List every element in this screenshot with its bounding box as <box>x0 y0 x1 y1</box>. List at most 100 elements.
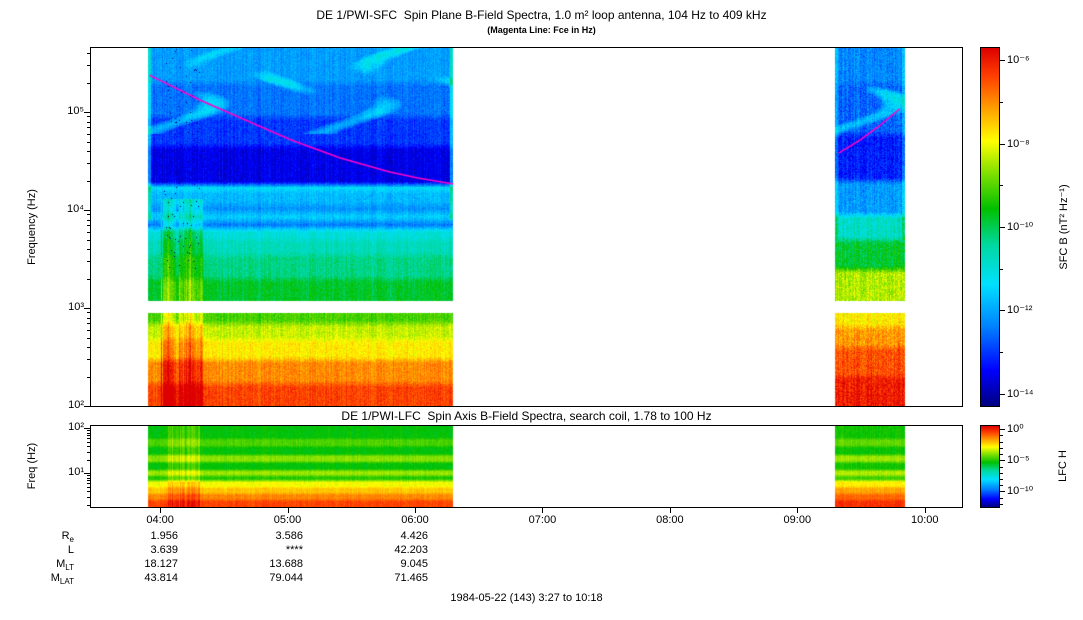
colorbar-tick-mark <box>1000 485 1003 486</box>
x-tick-mark <box>288 508 289 513</box>
ephemeris-value: 3.639 <box>150 544 178 556</box>
y-minor-tick-mark <box>87 318 90 319</box>
y-minor-tick-mark <box>87 142 90 143</box>
sfc-y-axis-label: Frequency (Hz) <box>26 189 38 265</box>
y-minor-tick-mark <box>87 65 90 66</box>
y-minor-tick-mark <box>87 475 90 476</box>
colorbar-tick-mark <box>1000 448 1003 449</box>
y-minor-tick-mark <box>87 249 90 250</box>
x-tick-label: 07:00 <box>528 514 557 526</box>
y-tick-label: 10⁵ <box>67 105 84 117</box>
lfc-colorbar <box>980 425 1000 508</box>
x-tick-mark <box>160 508 161 513</box>
y-minor-tick-mark <box>87 487 90 488</box>
y-minor-tick-mark <box>87 83 90 84</box>
y-tick-mark <box>84 210 90 211</box>
ephemeris-value: 13.688 <box>269 558 303 570</box>
x-tick-mark <box>542 508 543 513</box>
ephemeris-value: 1.956 <box>150 530 178 542</box>
colorbar-tick-mark <box>1000 491 1005 492</box>
y-tick-mark <box>84 112 90 113</box>
y-minor-tick-mark <box>87 377 90 378</box>
colorbar-tick-label: 10⁻¹⁰ <box>1007 485 1034 498</box>
y-minor-tick-mark <box>87 312 90 313</box>
ephemeris-row-label: L <box>67 544 74 556</box>
y-minor-tick-mark <box>87 116 90 117</box>
y-tick-label: 10¹ <box>68 466 84 479</box>
y-minor-tick-mark <box>87 338 90 339</box>
sfc-colorbar-label: SFC B (nT² Hz⁻¹) <box>1058 184 1070 270</box>
y-minor-tick-mark <box>87 261 90 262</box>
y-minor-tick-mark <box>87 480 90 481</box>
x-tick-mark <box>925 508 926 513</box>
x-tick-label: 08:00 <box>656 514 684 526</box>
y-minor-tick-mark <box>87 359 90 360</box>
lfc-panel-title: DE 1/PWI-LFC Spin Axis B-Field Spectra, … <box>341 409 712 423</box>
colorbar-tick-mark <box>1000 442 1003 443</box>
y-tick-label: 10² <box>68 399 84 411</box>
y-minor-tick-mark <box>87 438 90 439</box>
y-minor-tick-mark <box>87 279 90 280</box>
y-tick-mark <box>84 473 90 474</box>
colorbar-tick-label: 10⁻¹⁴ <box>1007 387 1034 400</box>
ephemeris-value: 18.127 <box>144 558 178 570</box>
page-title: DE 1/PWI-SFC Spin Plane B-Field Spectra,… <box>316 8 767 22</box>
colorbar-tick-mark <box>1000 102 1003 103</box>
sfc-colorbar <box>980 47 1000 407</box>
y-minor-tick-mark <box>87 323 90 324</box>
colorbar-tick-mark <box>1000 454 1003 455</box>
y-minor-tick-mark <box>87 134 90 135</box>
ephemeris-row-label: Re <box>61 530 74 545</box>
y-minor-tick-mark <box>87 330 90 331</box>
ephemeris-value: 3.586 <box>275 530 303 542</box>
y-minor-tick-mark <box>87 433 90 434</box>
y-minor-tick-mark <box>87 435 90 436</box>
sfc-spectrogram-plot <box>90 47 963 407</box>
y-tick-label: 10⁴ <box>67 203 84 215</box>
y-minor-tick-mark <box>87 181 90 182</box>
colorbar-tick-mark <box>1000 504 1003 505</box>
colorbar-tick-mark <box>1000 227 1005 228</box>
time-range-footer: 1984-05-22 (143) 3:27 to 10:18 <box>450 592 603 604</box>
y-minor-tick-mark <box>87 491 90 492</box>
colorbar-tick-label: 10⁻¹⁰ <box>1007 221 1034 233</box>
ephemeris-value: 43.814 <box>144 572 178 584</box>
colorbar-tick-label: 10⁻⁶ <box>1007 54 1030 67</box>
y-tick-label: 10³ <box>68 301 84 313</box>
ephemeris-row-label: MLAT <box>50 572 74 587</box>
figure-subtitle: (Magenta Line: Fce in Hz) <box>487 25 596 35</box>
x-tick-mark <box>670 508 671 513</box>
ephemeris-value: 42.203 <box>394 544 428 556</box>
y-minor-tick-mark <box>87 442 90 443</box>
y-minor-tick-mark <box>87 151 90 152</box>
colorbar-tick-mark <box>1000 498 1003 499</box>
colorbar-tick-mark <box>1000 394 1005 395</box>
y-minor-tick-mark <box>87 163 90 164</box>
colorbar-tick-mark <box>1000 479 1003 480</box>
colorbar-tick-mark <box>1000 185 1003 186</box>
y-minor-tick-mark <box>87 430 90 431</box>
lfc-colorbar-label: LFC H <box>1057 450 1069 482</box>
colorbar-tick-mark <box>1000 352 1003 353</box>
ephemeris-value: 4.426 <box>400 530 428 542</box>
colorbar-tick-mark <box>1000 310 1005 311</box>
y-minor-tick-mark <box>87 240 90 241</box>
colorbar-tick-mark <box>1000 460 1005 461</box>
y-minor-tick-mark <box>87 225 90 226</box>
y-minor-tick-mark <box>87 446 90 447</box>
colorbar-tick-mark <box>1000 60 1005 61</box>
x-tick-label: 05:00 <box>273 514 302 526</box>
x-tick-mark <box>415 508 416 513</box>
y-minor-tick-mark <box>87 127 90 128</box>
y-minor-tick-mark <box>87 478 90 479</box>
lfc-spectrogram-canvas <box>91 426 962 507</box>
y-minor-tick-mark <box>87 497 90 498</box>
ephemeris-value: 79.044 <box>269 572 303 584</box>
y-minor-tick-mark <box>87 483 90 484</box>
x-tick-mark <box>797 508 798 513</box>
x-tick-label: 04:00 <box>146 514 174 526</box>
y-tick-mark <box>84 428 90 429</box>
y-minor-tick-mark <box>87 220 90 221</box>
lfc-spectrogram-plot <box>90 425 963 508</box>
